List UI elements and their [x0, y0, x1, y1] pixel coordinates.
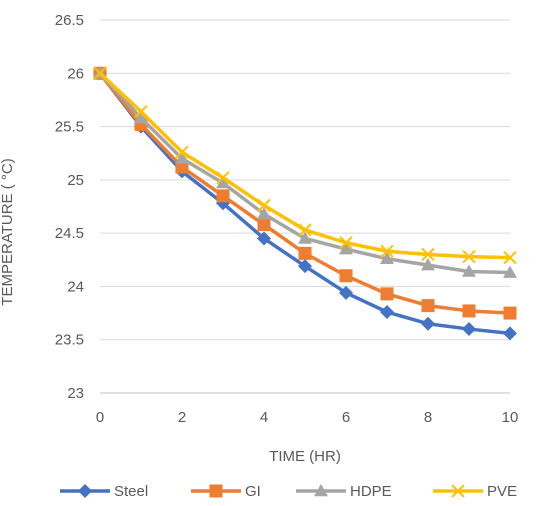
data-point-marker	[298, 231, 312, 244]
series-gi	[93, 66, 517, 320]
x-tick-label: 6	[342, 409, 350, 426]
data-point-marker	[462, 264, 476, 277]
legend-item-steel: Steel	[60, 483, 148, 500]
data-point-marker	[503, 265, 517, 278]
data-point-marker	[175, 145, 189, 159]
data-point-marker	[298, 259, 312, 274]
data-point-marker	[134, 111, 148, 124]
legend-label: Steel	[114, 483, 148, 500]
data-point-marker	[257, 218, 271, 232]
data-point-marker	[503, 250, 517, 265]
legend-label: HDPE	[350, 483, 392, 500]
y-tick-label: 24	[67, 278, 84, 295]
legend-label: GI	[245, 483, 261, 500]
data-point-marker	[209, 484, 223, 498]
data-point-marker	[93, 66, 107, 80]
data-point-marker	[314, 484, 328, 497]
data-point-marker	[339, 242, 353, 255]
data-point-marker	[380, 287, 394, 301]
data-point-marker	[339, 285, 353, 300]
y-tick-label: 26	[67, 65, 84, 82]
y-tick-labels: 23 23.5 24 24.5 25 25.5 26 26.5	[55, 12, 84, 402]
legend-label: PVE	[487, 483, 517, 500]
x-tick-label: 10	[502, 409, 519, 426]
legend-item-pve: PVE	[433, 483, 517, 500]
data-point-marker	[380, 251, 394, 264]
data-point-marker	[421, 316, 435, 331]
data-point-marker	[380, 305, 394, 320]
data-point-marker	[257, 231, 271, 246]
y-tick-label: 25.5	[55, 119, 84, 136]
series-hdpe	[93, 66, 517, 278]
data-point-marker	[257, 206, 271, 220]
series-line	[98, 72, 511, 315]
data-point-marker	[339, 236, 353, 250]
data-point-marker	[462, 322, 476, 337]
data-point-marker	[175, 160, 189, 174]
data-point-marker	[503, 306, 517, 320]
series-line	[98, 72, 511, 336]
legend: Steel GI HDPE PVE	[60, 483, 517, 500]
data-point-marker	[175, 151, 189, 164]
gridlines	[100, 19, 510, 394]
data-point-marker	[503, 326, 517, 341]
data-point-marker	[421, 299, 435, 313]
data-point-marker	[78, 484, 92, 498]
x-tick-label: 0	[96, 409, 104, 426]
data-point-marker	[421, 258, 435, 271]
series-steel	[93, 66, 517, 341]
data-point-marker	[380, 244, 394, 258]
x-tick-label: 8	[424, 409, 432, 426]
legend-item-hdpe: HDPE	[296, 483, 392, 500]
x-tick-labels: 0 2 4 6 8 10	[96, 409, 519, 426]
data-point-marker	[462, 249, 476, 264]
x-axis-label: TIME (HR)	[269, 448, 341, 465]
y-tick-label: 23.5	[55, 332, 84, 349]
data-point-marker	[257, 198, 271, 213]
series-pve	[93, 66, 517, 265]
y-tick-label: 23	[67, 385, 84, 402]
data-point-marker	[216, 176, 230, 189]
data-point-marker	[451, 484, 465, 498]
data-point-marker	[216, 189, 230, 203]
data-point-marker	[339, 269, 353, 283]
y-tick-label: 24.5	[55, 225, 84, 242]
y-tick-label: 26.5	[55, 12, 84, 29]
legend-item-gi: GI	[191, 483, 261, 500]
data-point-marker	[421, 247, 435, 262]
y-tick-label: 25	[67, 172, 84, 189]
data-point-marker	[462, 304, 476, 318]
data-point-marker	[216, 171, 230, 185]
data-point-marker	[298, 223, 312, 237]
x-tick-label: 4	[260, 409, 268, 426]
data-point-marker	[298, 246, 312, 260]
series-lines	[93, 66, 517, 341]
y-axis-label: TEMPERATURE ( °C)	[0, 158, 16, 305]
x-tick-label: 2	[178, 409, 186, 426]
data-point-marker	[134, 104, 148, 119]
